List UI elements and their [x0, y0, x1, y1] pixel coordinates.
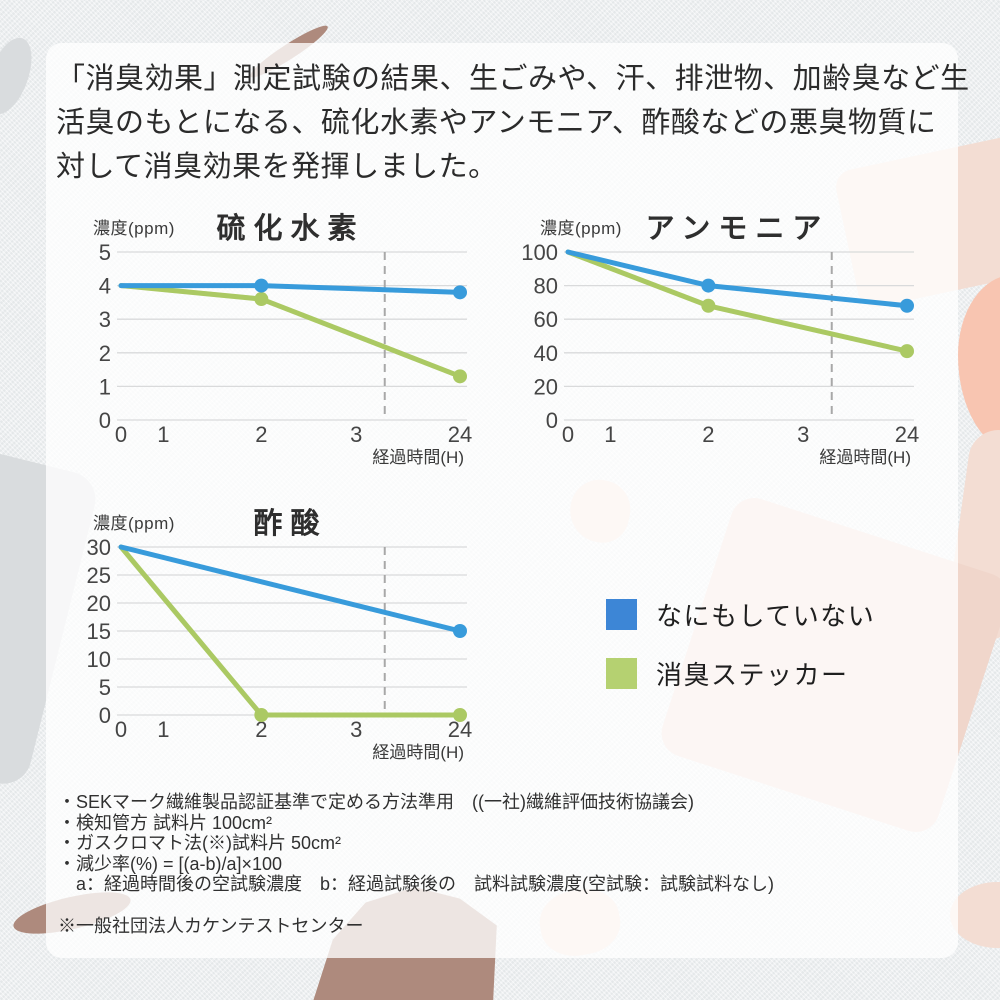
legend-label: なにもしていない [656, 601, 876, 631]
svg-text:100: 100 [521, 240, 558, 265]
svg-text:2: 2 [99, 341, 111, 366]
chart-title: 硫化水素 [216, 213, 365, 245]
svg-text:2: 2 [255, 717, 267, 742]
svg-text:0: 0 [99, 703, 111, 728]
svg-text:0: 0 [562, 422, 574, 447]
footnote-note: ※一般社団法人カケンテストセンター [58, 915, 364, 936]
svg-text:0: 0 [115, 422, 127, 447]
chart-title: 酢酸 [253, 508, 328, 540]
footnote-line: a：経過時間後の空試験濃度 b：経過試験後の 試料試験濃度(空試験：試験試料なし… [58, 874, 775, 894]
svg-text:20: 20 [534, 374, 558, 399]
headline-line-2: 活臭のもとになる、硫化水素やアンモニア、酢酸などの悪臭物質に [56, 107, 937, 139]
footnote-line: ・減少率(%) = [(a-b)/a]×100 [58, 853, 283, 874]
svg-text:0: 0 [115, 717, 127, 742]
svg-text:10: 10 [87, 647, 111, 672]
svg-text:0: 0 [99, 408, 111, 433]
svg-text:3: 3 [99, 307, 111, 332]
svg-text:2: 2 [255, 422, 267, 447]
chart-acetic-acid: 濃度(ppm) 酢酸 30 25 20 15 10 5 0 0 1 2 3 24 経過時間(H) [85, 500, 490, 765]
content-card [46, 43, 958, 958]
svg-text:1: 1 [157, 717, 169, 742]
chart-ammonia: 濃度(ppm) アンモニア 100 80 60 40 20 0 0 1 2 3 24 経過時間(H) [521, 205, 937, 470]
svg-text:25: 25 [87, 563, 111, 588]
svg-text:1: 1 [99, 374, 111, 399]
legend: なにもしていない 消臭ステッカー [606, 596, 875, 714]
svg-text:経過時間(H): 経過時間(H) [372, 743, 464, 762]
footnote-line: ・検知管方 試料片 100cm² [58, 812, 273, 833]
svg-text:5: 5 [99, 240, 111, 265]
svg-text:24: 24 [448, 422, 472, 447]
legend-item-sticker: 消臭ステッカー [606, 655, 875, 692]
svg-text:3: 3 [797, 422, 809, 447]
svg-text:4: 4 [99, 274, 111, 299]
footnotes: ・SEKマーク繊維製品認証基準で定める方法準用 ((一社)繊維評価技術協議会) … [58, 792, 774, 936]
headline-line-3: 対して消臭効果を発揮しました。 [56, 151, 498, 183]
svg-text:経過時間(H): 経過時間(H) [819, 448, 911, 467]
chart-ylabel: 濃度(ppm) [93, 514, 175, 533]
footnote-line: ・SEKマーク繊維製品認証基準で定める方法準用 ((一社)繊維評価技術協議会) [58, 792, 694, 812]
svg-text:80: 80 [534, 274, 558, 299]
svg-text:1: 1 [604, 422, 616, 447]
svg-text:15: 15 [87, 619, 111, 644]
svg-text:40: 40 [534, 341, 558, 366]
svg-text:1: 1 [157, 422, 169, 447]
legend-item-untreated: なにもしていない [606, 596, 875, 633]
legend-swatch-green [606, 658, 637, 689]
chart-ylabel: 濃度(ppm) [540, 219, 622, 238]
headline: 「消臭効果」測定試験の結果、生ごみや、汗、排泄物、加齢臭など生 活臭のもとになる… [56, 57, 970, 189]
svg-text:3: 3 [350, 717, 362, 742]
headline-line-1: 「消臭効果」測定試験の結果、生ごみや、汗、排泄物、加齢臭など生 [56, 63, 970, 95]
svg-text:3: 3 [350, 422, 362, 447]
svg-text:24: 24 [895, 422, 919, 447]
svg-text:60: 60 [534, 307, 558, 332]
legend-swatch-blue [606, 599, 637, 630]
svg-text:経過時間(H): 経過時間(H) [372, 448, 464, 467]
svg-text:5: 5 [99, 675, 111, 700]
chart-hydrogen-sulfide: 濃度(ppm) 硫化水素 5 4 3 2 1 0 0 1 2 3 24 経過時間(H) [85, 205, 490, 470]
svg-text:30: 30 [87, 535, 111, 560]
footnote-line: ・ガスクロマト法(※)試料片 50cm² [58, 833, 341, 853]
svg-text:2: 2 [702, 422, 714, 447]
chart-ylabel: 濃度(ppm) [93, 219, 175, 238]
legend-label: 消臭ステッカー [656, 660, 849, 690]
svg-text:20: 20 [87, 591, 111, 616]
svg-text:0: 0 [546, 408, 558, 433]
chart-title: アンモニア [645, 213, 830, 245]
